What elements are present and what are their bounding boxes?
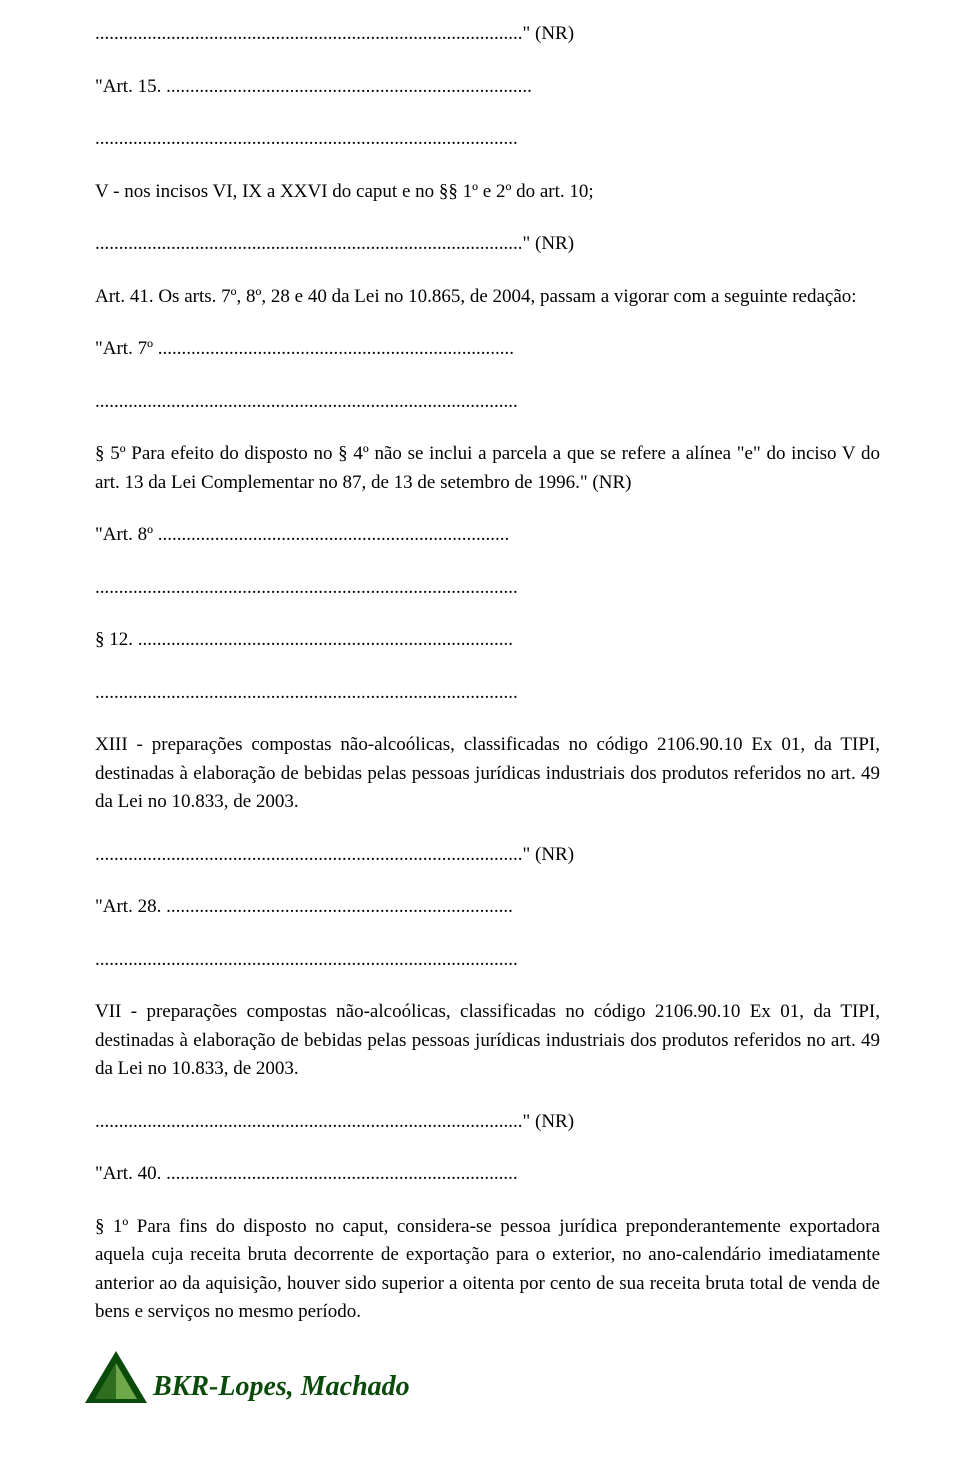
paragraph: ........................................… bbox=[95, 230, 880, 259]
paragraph: VII - preparações compostas não-alcoólic… bbox=[95, 998, 880, 1084]
paragraph: ........................................… bbox=[95, 20, 880, 49]
paragraph: ........................................… bbox=[95, 125, 880, 154]
paragraph: "Art. 7º ...............................… bbox=[95, 335, 880, 364]
paragraph: "Art. 40. ..............................… bbox=[95, 1160, 880, 1189]
paragraph: § 5º Para efeito do disposto no § 4º não… bbox=[95, 440, 880, 497]
paragraph: ........................................… bbox=[95, 574, 880, 603]
footer: BKR-Lopes, Machado bbox=[85, 1351, 880, 1403]
paragraph: Art. 41. Os arts. 7º, 8º, 28 e 40 da Lei… bbox=[95, 283, 880, 312]
paragraph: "Art. 8º ...............................… bbox=[95, 521, 880, 550]
paragraph: V - nos incisos VI, IX a XXVI do caput e… bbox=[95, 178, 880, 207]
paragraph: ........................................… bbox=[95, 1108, 880, 1137]
paragraph: ........................................… bbox=[95, 388, 880, 417]
brand-logo-icon bbox=[85, 1351, 147, 1403]
document-page: ........................................… bbox=[0, 0, 960, 1433]
paragraph: § 12. ..................................… bbox=[95, 626, 880, 655]
paragraph: "Art. 15. ..............................… bbox=[95, 73, 880, 102]
paragraph: ........................................… bbox=[95, 841, 880, 870]
paragraph: § 1º Para fins do disposto no caput, con… bbox=[95, 1213, 880, 1327]
paragraph: "Art. 28. ..............................… bbox=[95, 893, 880, 922]
paragraph: XIII - preparações compostas não-alcoóli… bbox=[95, 731, 880, 817]
paragraph: ........................................… bbox=[95, 946, 880, 975]
paragraph: ........................................… bbox=[95, 679, 880, 708]
brand-text: BKR-Lopes, Machado bbox=[153, 1373, 410, 1403]
